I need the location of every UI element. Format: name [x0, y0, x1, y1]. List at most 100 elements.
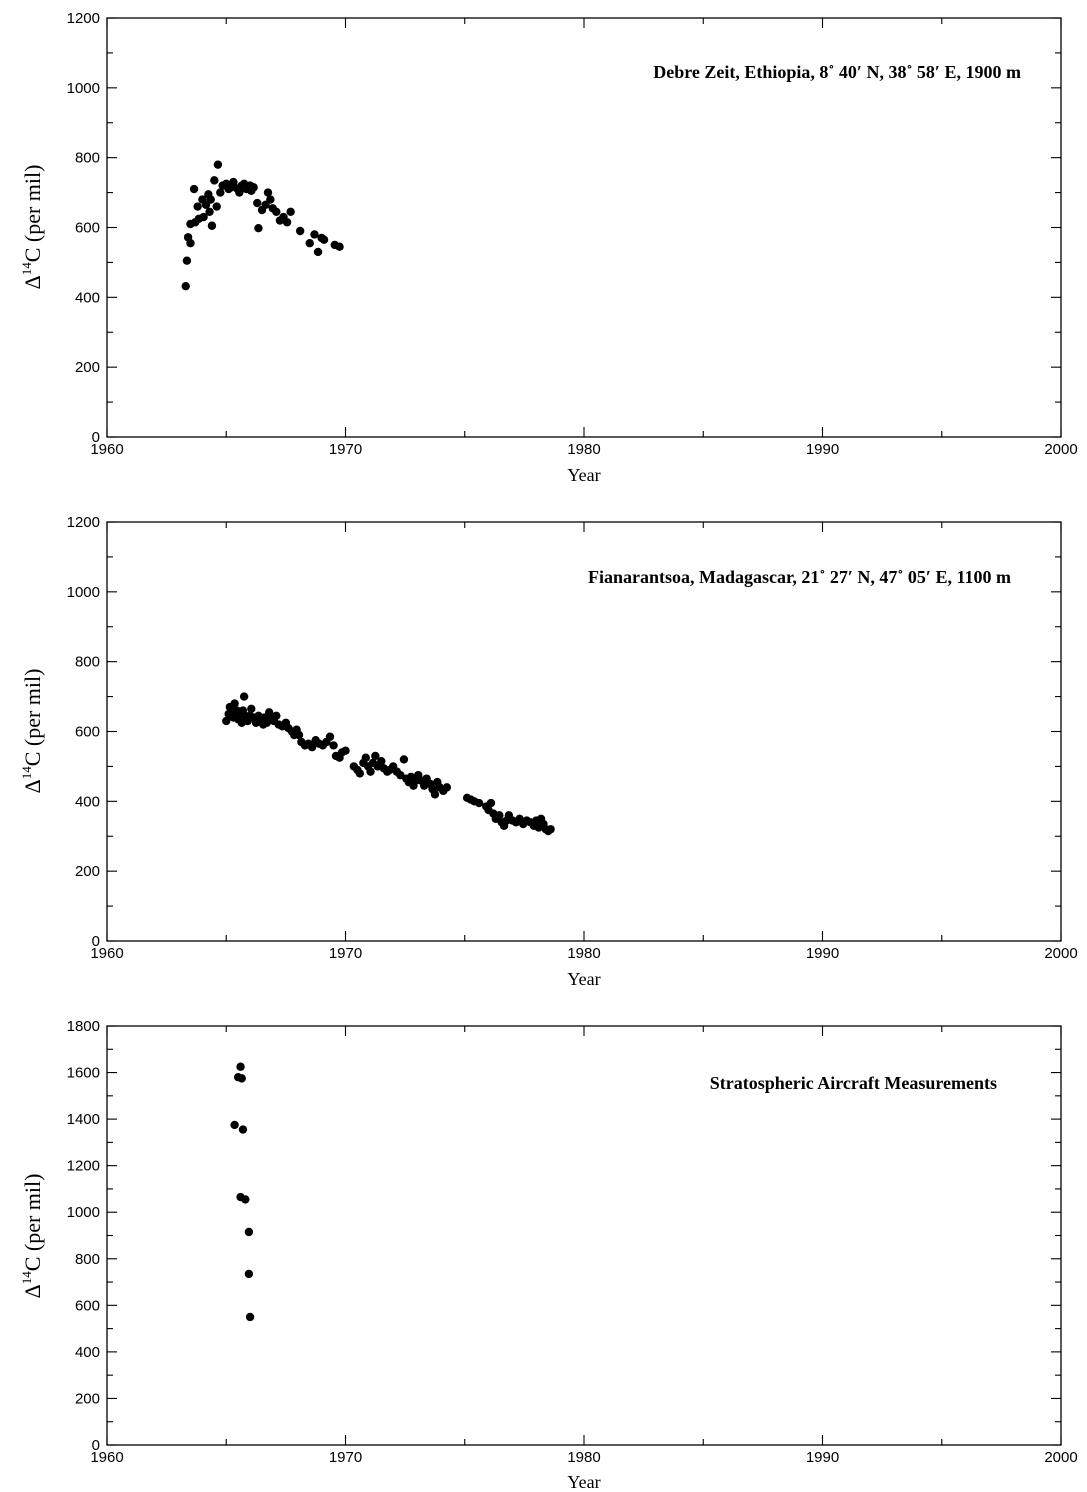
x-tick-label: 2000 [1044, 1449, 1077, 1466]
y-tick-label: 400 [75, 289, 100, 306]
y-tick-label: 1000 [67, 584, 100, 601]
data-point [371, 751, 380, 761]
data-point [341, 746, 350, 755]
data-point [272, 207, 281, 216]
chart-panel-debre-zeit: Debre Zeit, Ethiopia, 8˚ 40′ N, 38˚ 58′ … [19, 10, 1078, 485]
data-point [294, 730, 304, 740]
x-tick-label: 1960 [90, 1449, 123, 1466]
data-point [244, 1227, 254, 1237]
y-tick-label: 1200 [67, 1158, 100, 1175]
data-point [238, 1125, 248, 1134]
data-point [546, 825, 555, 834]
x-tick-label: 1990 [806, 441, 839, 458]
y-tick-label: 1200 [67, 10, 100, 27]
y-tick-label: 0 [92, 1437, 100, 1454]
tick-labels: 1960 1970 1980 1990 2000 0 200 400 600 800 1000 120… [67, 10, 1078, 458]
data-point [442, 783, 452, 792]
panel-title: Stratospheric Aircraft Measurements [710, 1073, 997, 1093]
y-tick-label: 0 [92, 933, 100, 950]
data-point [186, 239, 195, 248]
data-points [230, 1062, 255, 1322]
axis-ticks [106, 17, 1062, 438]
y-tick-label: 200 [75, 1390, 100, 1407]
data-point [244, 1269, 254, 1279]
data-point [253, 198, 262, 208]
data-point [430, 790, 440, 799]
panel-title: Fianarantsoa, Madagascar, 21˚ 27′ N, 47˚… [588, 567, 1011, 587]
tick-labels: 1960 1970 1980 1990 2000 0 200 400 600 800 1000 120… [67, 514, 1078, 962]
y-tick-label: 800 [75, 1251, 100, 1268]
y-tick-label: 1000 [67, 80, 100, 97]
data-point [249, 183, 258, 192]
data-point [229, 177, 238, 187]
data-point [212, 202, 221, 211]
data-point [222, 716, 231, 726]
data-point [335, 242, 344, 251]
data-point [295, 226, 305, 236]
x-axis-label: Year [567, 465, 600, 485]
data-point [207, 221, 217, 230]
y-axis-label: Δ14C (per mil) [19, 1174, 45, 1299]
data-point [237, 1074, 246, 1083]
x-tick-label: 1980 [567, 945, 600, 962]
y-tick-label: 800 [75, 150, 100, 167]
y-tick-label: 400 [75, 1344, 100, 1361]
data-point [245, 1312, 255, 1322]
data-point [230, 699, 239, 708]
data-point [254, 223, 263, 233]
data-point [216, 188, 225, 197]
y-tick-label: 200 [75, 863, 100, 880]
x-axis-label: Year [567, 1472, 600, 1492]
x-tick-label: 1980 [567, 441, 600, 458]
y-tick-label: 600 [75, 1297, 100, 1314]
data-point [399, 755, 409, 764]
data-point [236, 1062, 245, 1071]
data-point [282, 218, 292, 227]
y-tick-label: 1800 [67, 1018, 100, 1035]
data-point [272, 711, 281, 720]
data-point [366, 767, 375, 776]
data-point [199, 212, 208, 222]
x-tick-label: 1980 [567, 1449, 600, 1466]
x-tick-label: 1990 [806, 945, 839, 962]
data-point [241, 1195, 250, 1204]
x-tick-label: 1970 [329, 1449, 362, 1466]
data-point [474, 798, 484, 808]
data-point [239, 692, 249, 701]
data-points [181, 160, 344, 291]
data-point [310, 230, 319, 239]
y-axis-label: Δ14C (per mil) [19, 669, 45, 794]
data-point [305, 239, 314, 248]
x-tick-label: 1990 [806, 1449, 839, 1466]
data-point [230, 1120, 239, 1130]
data-point [210, 176, 219, 185]
chart-panel-stratospheric: Stratospheric Aircraft Measurements Year… [19, 1018, 1078, 1492]
x-tick-label: 1960 [90, 441, 123, 458]
y-tick-label: 1200 [67, 514, 100, 531]
data-point [181, 281, 190, 291]
panel-title: Debre Zeit, Ethiopia, 8˚ 40′ N, 38˚ 58′ … [653, 62, 1021, 82]
x-tick-label: 2000 [1044, 441, 1077, 458]
x-axis-label: Year [567, 969, 600, 989]
x-tick-label: 1970 [329, 945, 362, 962]
y-tick-label: 600 [75, 220, 100, 237]
data-point [377, 756, 386, 766]
tick-labels: 1960 1970 1980 1990 2000 0 200 400 600 800 1000 120… [67, 1018, 1078, 1466]
data-point [329, 741, 338, 750]
data-point [486, 798, 496, 808]
data-point [286, 207, 295, 216]
y-axis-label: Δ14C (per mil) [19, 165, 45, 290]
y-tick-label: 1400 [67, 1111, 100, 1128]
y-tick-label: 400 [75, 793, 100, 810]
y-tick-label: 1000 [67, 1204, 100, 1221]
data-point [189, 184, 199, 194]
x-tick-label: 1970 [329, 441, 362, 458]
data-point [213, 160, 223, 169]
data-point [495, 811, 504, 820]
data-point [182, 256, 192, 265]
data-point [235, 188, 244, 197]
data-point [205, 207, 214, 216]
data-point [193, 202, 202, 211]
data-point [361, 753, 370, 762]
